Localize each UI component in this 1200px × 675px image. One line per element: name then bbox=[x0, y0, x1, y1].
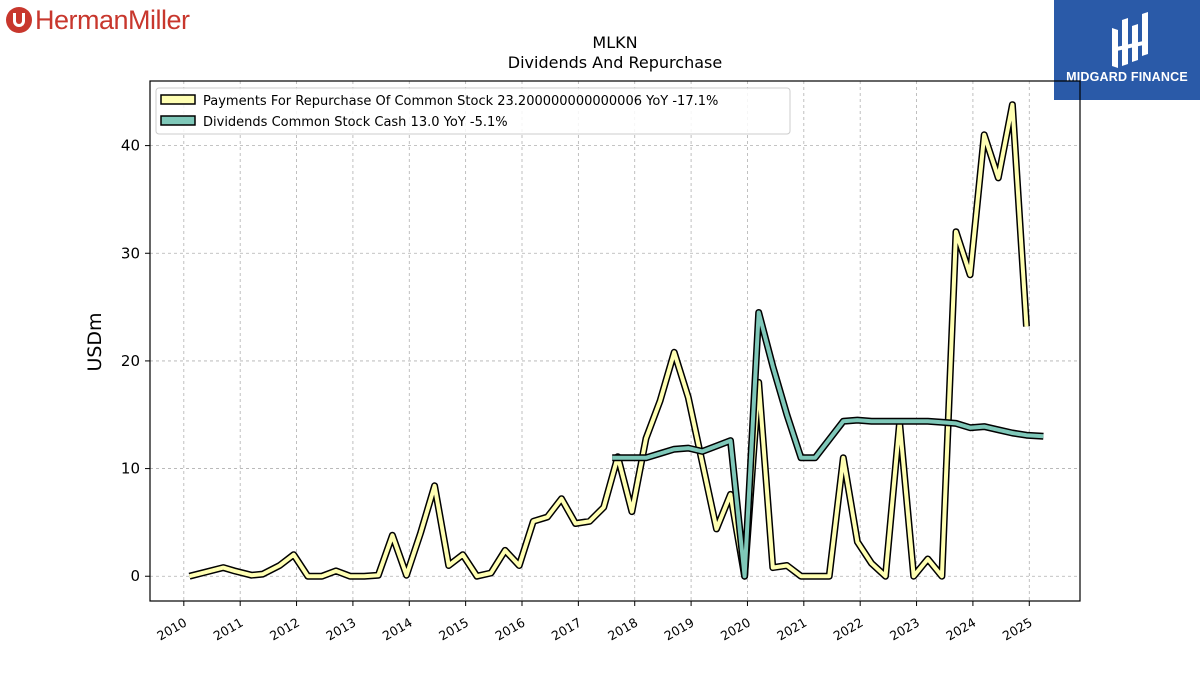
legend-label-dividends: Dividends Common Stock Cash 13.0 YoY -5.… bbox=[203, 115, 508, 130]
herman-miller-logo: HermanMiller bbox=[6, 4, 190, 36]
y-tick-label: 0 bbox=[130, 567, 140, 585]
x-tick-label: 2011 bbox=[211, 615, 246, 644]
x-tick-label: 2018 bbox=[605, 615, 640, 644]
midgard-finance-logo-icon bbox=[1112, 12, 1148, 68]
chart-subtitle: Dividends And Repurchase bbox=[508, 53, 722, 72]
x-tick-label: 2021 bbox=[774, 615, 809, 644]
midgard-finance-name: MIDGARD FINANCE bbox=[1066, 70, 1188, 84]
x-tick-label: 2012 bbox=[267, 615, 302, 644]
herman-miller-logo-icon bbox=[6, 7, 32, 33]
x-tick-label: 2017 bbox=[549, 615, 584, 644]
series-line-repurchase bbox=[189, 102, 1029, 579]
x-tick-label: 2014 bbox=[380, 615, 415, 644]
x-tick-label: 2025 bbox=[1000, 615, 1035, 644]
y-tick-label: 20 bbox=[121, 352, 140, 370]
grid bbox=[150, 81, 1080, 601]
brand-name: HermanMiller bbox=[35, 4, 190, 35]
plot-frame bbox=[149, 80, 1081, 602]
series-line-repurchase-outline bbox=[188, 101, 1030, 580]
legend-label-repurchase: Payments For Repurchase Of Common Stock … bbox=[203, 94, 718, 109]
midgard-finance-badge: MIDGARD FINANCE bbox=[1054, 0, 1200, 100]
x-tick-label: 2023 bbox=[887, 615, 922, 644]
x-tick-label: 2020 bbox=[718, 615, 753, 644]
legend-swatch-repurchase bbox=[160, 94, 196, 105]
x-tick-label: 2015 bbox=[436, 615, 471, 644]
legend-swatch-dividends bbox=[160, 115, 196, 126]
x-tick-label: 2019 bbox=[662, 615, 697, 644]
y-tick-label: 40 bbox=[121, 137, 140, 155]
series-line-dividends bbox=[612, 310, 1044, 579]
legend: Payments For Repurchase Of Common Stock … bbox=[155, 87, 791, 135]
legend-box bbox=[155, 87, 791, 135]
x-tick-label: 2010 bbox=[154, 615, 189, 644]
axis-ticks: 0 10 20 30 40 2010 2011 2012 2013 2014 2015 2016 201… bbox=[121, 137, 1035, 644]
y-tick-label: 10 bbox=[121, 460, 140, 478]
x-tick-label: 2022 bbox=[831, 615, 866, 644]
x-tick-label: 2013 bbox=[323, 615, 358, 644]
y-axis-label: USDm bbox=[84, 312, 106, 371]
y-tick-label: 30 bbox=[121, 244, 140, 262]
chart-title: MLKN bbox=[592, 33, 637, 52]
x-tick-label: 2024 bbox=[943, 615, 978, 644]
x-tick-label: 2016 bbox=[492, 615, 527, 644]
series-lines bbox=[188, 101, 1044, 580]
